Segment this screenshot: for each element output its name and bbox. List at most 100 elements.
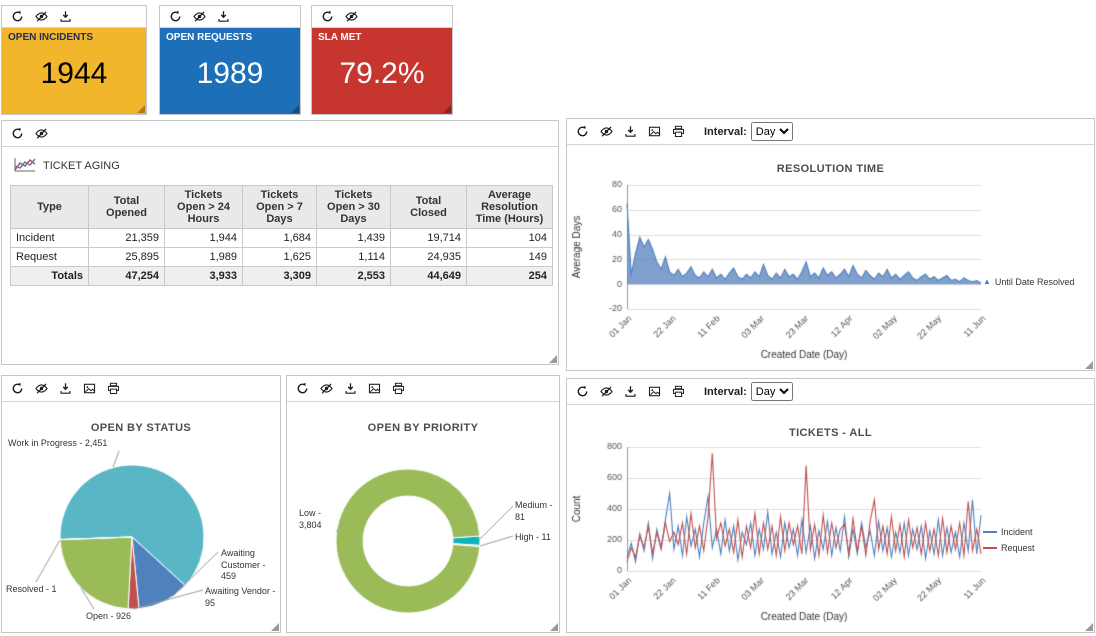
aging-header-row: Type Total Opened Tickets Open > 24 Hours T… (10, 185, 553, 229)
panel-open-by-status: OPEN BY STATUS Work in Progress - 2,451 … (1, 375, 282, 633)
aging-cell: 2,553 (316, 266, 391, 286)
resolution-legend: ▲ Until Date Resolved (983, 277, 1074, 293)
aging-cell: 1,944 (164, 228, 243, 248)
export-image-icon[interactable] (644, 123, 665, 140)
panel-toolbar: Interval: Day (567, 119, 1094, 145)
aging-col-header: Tickets Open > 30 Days (316, 185, 391, 229)
hide-icon[interactable] (596, 123, 617, 140)
aging-col-header: Tickets Open > 24 Hours (164, 185, 243, 229)
interval-select[interactable]: Day (750, 122, 793, 141)
print-icon[interactable] (668, 383, 689, 400)
toolbar-icons (7, 380, 127, 397)
interval-control: Interval: Day (704, 382, 793, 401)
resize-grip[interactable] (291, 105, 299, 113)
panel-ticket-aging: TICKET AGING Type Total Opened Tickets Ope… (1, 120, 559, 365)
panel-toolbar (2, 376, 280, 402)
refresh-icon[interactable] (7, 125, 28, 142)
toolbar-icons (7, 8, 79, 25)
toolbar-icons (292, 380, 412, 397)
resolution-time-chart (569, 179, 1029, 369)
aging-cell: Totals (10, 266, 89, 286)
hide-icon[interactable] (189, 8, 210, 25)
print-icon[interactable] (388, 380, 409, 397)
kpi-title: OPEN REQUESTS (166, 32, 253, 43)
open-by-status-pie-chart (2, 432, 282, 632)
resize-grip[interactable] (443, 105, 451, 113)
kpi-card-open-incidents: OPEN INCIDENTS 1944 (1, 5, 147, 115)
hide-icon[interactable] (341, 8, 362, 25)
aging-cell: 25,895 (88, 247, 165, 267)
kpi-toolbar (160, 6, 300, 28)
aging-col-header: Type (10, 185, 89, 229)
legend-item-request: Request (983, 543, 1035, 553)
panel-tickets-all: Interval: Day TICKETS - ALL Incident Req… (566, 378, 1095, 633)
download-icon[interactable] (620, 383, 641, 400)
aging-cell: 3,309 (242, 266, 317, 286)
pie-label-open: Open - 926 (86, 611, 132, 621)
aging-col-header: Tickets Open > 7 Days (242, 185, 317, 229)
download-icon[interactable] (620, 123, 641, 140)
pie-label-medium: Medium - 81 (515, 500, 553, 522)
toolbar-icons (165, 8, 237, 25)
refresh-icon[interactable] (572, 383, 593, 400)
download-icon[interactable] (55, 8, 76, 25)
ticket-aging-title: TICKET AGING (43, 160, 120, 172)
hide-icon[interactable] (31, 125, 52, 142)
legend-marker-triangle: ▲ (983, 277, 991, 286)
resize-grip[interactable] (550, 623, 558, 631)
download-icon[interactable] (55, 380, 76, 397)
resize-grip[interactable] (271, 623, 279, 631)
resize-grip[interactable] (1085, 361, 1093, 369)
aging-col-header: Average Resolution Time (Hours) (466, 185, 553, 229)
export-image-icon[interactable] (364, 380, 385, 397)
aging-cell: 1,625 (242, 247, 317, 267)
pie-label-awaiting-vendor: Awaiting Vendor - 95 (205, 586, 276, 608)
resize-grip[interactable] (1085, 623, 1093, 631)
kpi-title: OPEN INCIDENTS (8, 32, 94, 43)
aging-cell: 104 (466, 228, 553, 248)
chart-title-resolution-time: RESOLUTION TIME (776, 163, 885, 175)
aging-cell: 19,714 (390, 228, 467, 248)
hide-icon[interactable] (31, 380, 52, 397)
hide-icon[interactable] (31, 8, 52, 25)
aging-cell: 149 (466, 247, 553, 267)
download-icon[interactable] (340, 380, 361, 397)
kpi-value: 79.2% (339, 56, 425, 90)
hide-icon[interactable] (316, 380, 337, 397)
pie-label-high: High - 11 (515, 532, 551, 542)
resize-grip[interactable] (137, 105, 145, 113)
refresh-icon[interactable] (292, 380, 313, 397)
refresh-icon[interactable] (7, 380, 28, 397)
interval-label: Interval: (704, 125, 747, 138)
panel-resolution-time: Interval: Day RESOLUTION TIME ▲ Until Da… (566, 118, 1095, 371)
open-by-priority-donut-chart (287, 432, 561, 632)
print-icon[interactable] (103, 380, 124, 397)
kpi-value: 1989 (196, 56, 264, 90)
download-icon[interactable] (213, 8, 234, 25)
kpi-body: OPEN INCIDENTS 1944 (2, 28, 146, 114)
aging-cell: Request (10, 247, 89, 267)
panel-toolbar (287, 376, 559, 402)
aging-cell: Incident (10, 228, 89, 248)
kpi-body: OPEN REQUESTS 1989 (160, 28, 300, 114)
panel-open-by-priority: OPEN BY PRIORITY Low - 3,804 Medium - 81… (286, 375, 561, 633)
refresh-icon[interactable] (572, 123, 593, 140)
interval-control: Interval: Day (704, 122, 793, 141)
pie-label-resolved: Resolved - 1 (6, 584, 57, 594)
export-image-icon[interactable] (644, 383, 665, 400)
hide-icon[interactable] (596, 383, 617, 400)
interval-select[interactable]: Day (750, 382, 793, 401)
refresh-icon[interactable] (317, 8, 338, 25)
toolbar-icons (7, 125, 55, 142)
resize-grip[interactable] (549, 355, 557, 363)
aging-col-header: Total Opened (88, 185, 165, 229)
tickets-legend: Incident Request (983, 527, 1035, 559)
refresh-icon[interactable] (7, 8, 28, 25)
refresh-icon[interactable] (165, 8, 186, 25)
print-icon[interactable] (668, 123, 689, 140)
legend-item-until-date-resolved: ▲ Until Date Resolved (983, 277, 1074, 287)
export-image-icon[interactable] (79, 380, 100, 397)
aging-cell: 1,114 (316, 247, 391, 267)
ticket-aging-table: Type Total Opened Tickets Open > 24 Hours T… (10, 185, 553, 286)
